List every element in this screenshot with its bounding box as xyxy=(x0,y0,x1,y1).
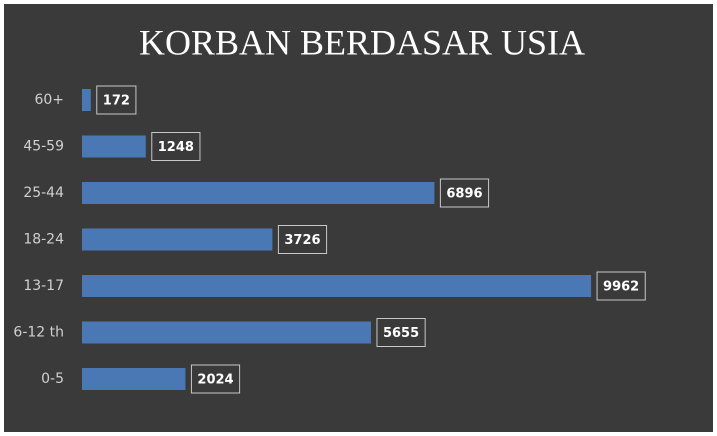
bar xyxy=(82,368,186,390)
data-label-box xyxy=(190,364,241,394)
data-label-box xyxy=(596,271,646,301)
y-tick-label: 45-59 xyxy=(23,139,64,155)
bar xyxy=(82,321,371,344)
y-tick-label: 13-17 xyxy=(23,278,64,294)
data-label-box xyxy=(277,225,328,254)
data-label-box xyxy=(376,318,426,347)
bar xyxy=(82,89,91,111)
bar xyxy=(82,228,273,251)
chart-background xyxy=(4,4,713,432)
data-label-box xyxy=(96,85,137,115)
data-label: 1248 xyxy=(158,140,194,155)
data-label-box xyxy=(439,178,490,208)
data-label: 6896 xyxy=(446,187,482,202)
data-label: 2024 xyxy=(197,373,233,388)
data-label-box xyxy=(151,132,201,161)
y-tick-label: 6-12 th xyxy=(13,325,64,341)
data-label: 9962 xyxy=(603,280,639,295)
y-tick-label: 0-5 xyxy=(41,371,64,387)
bar xyxy=(82,275,592,297)
data-label: 172 xyxy=(103,94,130,109)
data-label: 3726 xyxy=(284,233,320,248)
y-tick-label: 25-44 xyxy=(23,185,64,201)
chart-title: KORBAN BERDASAR USIA xyxy=(139,22,585,62)
bar xyxy=(82,135,146,158)
y-tick-label: 18-24 xyxy=(23,232,64,248)
y-tick-label: 60+ xyxy=(34,92,64,108)
bar xyxy=(82,182,435,204)
data-label: 5655 xyxy=(383,326,419,341)
